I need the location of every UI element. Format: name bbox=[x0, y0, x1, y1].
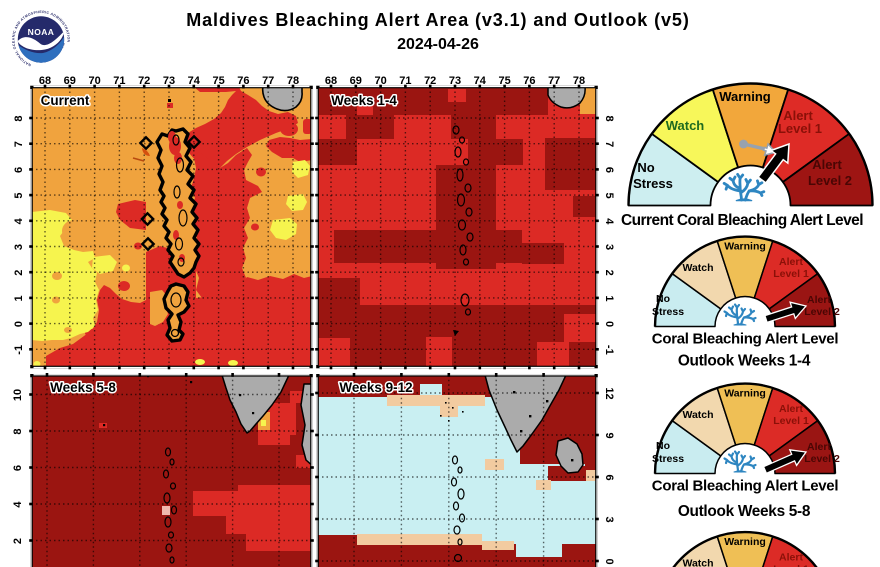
svg-text:75: 75 bbox=[498, 75, 510, 87]
svg-text:2: 2 bbox=[13, 270, 25, 276]
svg-text:Coral Bleaching Alert Level: Coral Bleaching Alert Level bbox=[652, 331, 839, 348]
svg-text:1: 1 bbox=[13, 295, 25, 301]
svg-text:Coral Bleaching Alert Level: Coral Bleaching Alert Level bbox=[652, 478, 839, 495]
svg-text:4: 4 bbox=[13, 217, 25, 224]
svg-text:No: No bbox=[656, 293, 670, 305]
svg-text:7: 7 bbox=[13, 141, 25, 147]
svg-text:9: 9 bbox=[603, 432, 615, 438]
svg-text:Alert: Alert bbox=[779, 256, 803, 268]
svg-text:Alert: Alert bbox=[779, 403, 803, 415]
svg-text:76: 76 bbox=[237, 75, 249, 87]
svg-text:77: 77 bbox=[262, 75, 274, 87]
svg-text:Alert: Alert bbox=[783, 108, 813, 123]
svg-text:3: 3 bbox=[603, 516, 615, 522]
svg-text:4: 4 bbox=[12, 501, 24, 508]
svg-text:Current: Current bbox=[41, 93, 90, 108]
svg-text:3: 3 bbox=[13, 244, 25, 250]
svg-text:Level 1: Level 1 bbox=[773, 268, 809, 280]
svg-text:73: 73 bbox=[163, 75, 175, 87]
svg-text:Level 2: Level 2 bbox=[804, 453, 840, 465]
svg-text:5: 5 bbox=[13, 193, 25, 199]
svg-text:-1: -1 bbox=[603, 345, 615, 355]
svg-text:7: 7 bbox=[603, 141, 615, 147]
svg-text:77: 77 bbox=[548, 75, 560, 87]
svg-text:2: 2 bbox=[603, 270, 615, 276]
svg-text:8: 8 bbox=[13, 115, 25, 121]
svg-text:78: 78 bbox=[573, 75, 585, 87]
svg-text:No: No bbox=[656, 440, 670, 452]
svg-text:No: No bbox=[637, 160, 654, 175]
svg-text:71: 71 bbox=[399, 75, 411, 87]
svg-text:Watch: Watch bbox=[666, 118, 705, 133]
svg-text:Weeks 5-8: Weeks 5-8 bbox=[50, 380, 116, 395]
svg-text:Stress: Stress bbox=[652, 453, 684, 465]
svg-text:Watch: Watch bbox=[682, 409, 713, 421]
svg-text:6: 6 bbox=[13, 167, 25, 173]
svg-text:5: 5 bbox=[603, 193, 615, 199]
svg-text:Stress: Stress bbox=[633, 176, 673, 191]
svg-text:-1: -1 bbox=[13, 345, 25, 355]
svg-text:78: 78 bbox=[287, 75, 299, 87]
svg-text:Current Coral Bleaching Alert: Current Coral Bleaching Alert Level bbox=[621, 212, 863, 229]
svg-text:69: 69 bbox=[64, 75, 76, 87]
svg-text:Outlook Weeks 1-4: Outlook Weeks 1-4 bbox=[678, 353, 811, 370]
svg-text:4: 4 bbox=[603, 218, 615, 225]
svg-text:6: 6 bbox=[12, 465, 24, 471]
svg-text:10: 10 bbox=[12, 389, 24, 401]
svg-text:2: 2 bbox=[12, 538, 24, 544]
svg-text:6: 6 bbox=[603, 474, 615, 480]
svg-text:71: 71 bbox=[113, 75, 125, 87]
svg-text:72: 72 bbox=[424, 75, 436, 87]
svg-text:Alert: Alert bbox=[807, 441, 831, 453]
svg-text:12: 12 bbox=[603, 387, 615, 399]
svg-text:8: 8 bbox=[603, 115, 615, 121]
svg-text:68: 68 bbox=[325, 75, 337, 87]
svg-text:Level 2: Level 2 bbox=[804, 306, 840, 318]
svg-text:NOAA: NOAA bbox=[28, 27, 55, 37]
svg-text:69: 69 bbox=[350, 75, 362, 87]
svg-text:Warning: Warning bbox=[724, 388, 766, 400]
svg-text:Maldives Bleaching Alert Area: Maldives Bleaching Alert Area (v3.1) and… bbox=[186, 10, 689, 30]
svg-text:Weeks 9-12: Weeks 9-12 bbox=[339, 380, 412, 395]
svg-text:0: 0 bbox=[603, 321, 615, 327]
svg-text:72: 72 bbox=[138, 75, 150, 87]
svg-text:0: 0 bbox=[13, 321, 25, 327]
svg-text:Stress: Stress bbox=[652, 306, 684, 318]
svg-text:Warning: Warning bbox=[719, 89, 771, 104]
svg-text:74: 74 bbox=[474, 75, 487, 87]
svg-text:Level 1: Level 1 bbox=[778, 121, 822, 136]
svg-text:75: 75 bbox=[212, 75, 224, 87]
svg-text:Level 1: Level 1 bbox=[773, 564, 809, 567]
svg-text:74: 74 bbox=[188, 75, 201, 87]
svg-text:Alert: Alert bbox=[807, 294, 831, 306]
svg-text:73: 73 bbox=[449, 75, 461, 87]
svg-text:68: 68 bbox=[39, 75, 51, 87]
svg-text:0: 0 bbox=[603, 558, 615, 564]
svg-text:Weeks 1-4: Weeks 1-4 bbox=[331, 93, 397, 108]
svg-text:70: 70 bbox=[374, 75, 386, 87]
svg-text:Watch: Watch bbox=[682, 558, 713, 567]
svg-text:6: 6 bbox=[603, 167, 615, 173]
svg-text:70: 70 bbox=[88, 75, 100, 87]
svg-text:Watch: Watch bbox=[682, 262, 713, 274]
svg-text:2024-04-26: 2024-04-26 bbox=[397, 36, 479, 53]
svg-text:8: 8 bbox=[12, 428, 24, 434]
svg-text:Outlook Weeks 5-8: Outlook Weeks 5-8 bbox=[678, 503, 811, 520]
svg-text:Level 1: Level 1 bbox=[773, 415, 809, 427]
svg-text:Alert: Alert bbox=[779, 552, 803, 564]
svg-text:Alert: Alert bbox=[812, 157, 842, 172]
svg-text:Warning: Warning bbox=[724, 536, 766, 548]
svg-text:1: 1 bbox=[603, 295, 615, 301]
svg-text:Warning: Warning bbox=[724, 241, 766, 253]
svg-text:76: 76 bbox=[523, 75, 535, 87]
svg-text:3: 3 bbox=[603, 244, 615, 250]
svg-text:Level 2: Level 2 bbox=[808, 173, 852, 188]
